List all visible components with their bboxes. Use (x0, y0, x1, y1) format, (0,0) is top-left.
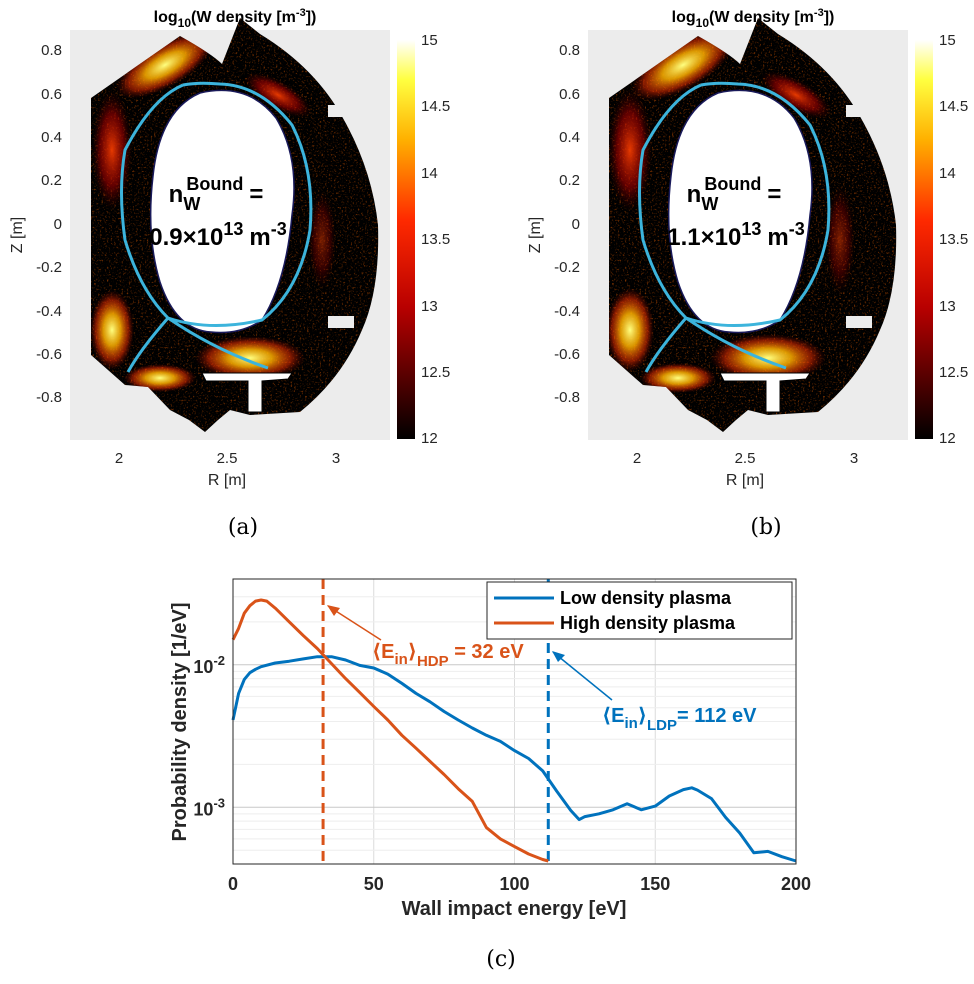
panel-a-cbar-tick: 13.5 (421, 231, 450, 248)
panel-a-nw-annotation: nWBound = (169, 174, 264, 214)
panel-a-cbar-tick: 12.5 (421, 364, 450, 381)
panel-c-annotation-hdp-text: ⟨Ein⟩HDP = 32 eV (372, 641, 524, 670)
panel-c-legend: Low density plasma High density plasma (486, 581, 793, 640)
panel-c-legend-box (486, 581, 793, 640)
panel-b-ytick: -0.8 (554, 389, 580, 406)
panel-b-heatmap (609, 18, 897, 432)
panel-b-cbar-tick: 14.5 (939, 98, 968, 115)
panel-b-ytick: -0.6 (554, 346, 580, 363)
panel-c-xtick: 0 (228, 874, 238, 894)
panel-a-separatrix (120, 81, 313, 373)
panel-c-series-ldp (231, 655, 797, 863)
panel-c-xticks: 0 50 100 150 200 (228, 874, 811, 894)
panel-c-annotation-hdp: ⟨Ein⟩HDP = 32 eV (327, 605, 524, 670)
panel-c-xtick: 150 (640, 874, 670, 894)
panel-b-ytick: 0.4 (559, 129, 580, 146)
panel-c-ylabel: Probability density [1/eV] (169, 603, 191, 842)
panel-b-xtick: 2.5 (735, 450, 756, 467)
panel-c: 0 50 100 150 200 10-2 10-3 Wall impact e… (169, 578, 811, 972)
panel-b-ytick: 0.8 (559, 42, 580, 59)
panel-b: log10(W density [m-3]) nWBound = 1.1×1013… (527, 7, 968, 540)
panel-a-ytick: 0.8 (41, 42, 62, 59)
panel-b-colorbar-ticks: 15 14.5 14 13.5 13 12.5 12 (939, 32, 968, 447)
panel-a-xlabel: R [m] (208, 472, 246, 489)
panel-b-xticks: 2 2.5 3 (633, 450, 858, 467)
panel-c-xtick: 100 (499, 874, 529, 894)
panel-c-legend-hdp: High density plasma (560, 613, 736, 633)
panel-a-cbar-tick: 14 (421, 165, 438, 182)
panel-a-colorbar-ticks: 15 14.5 14 13.5 13 12.5 12 (421, 32, 450, 447)
panel-a-xticks: 2 2.5 3 (115, 450, 340, 467)
panel-a-xtick: 2.5 (217, 450, 238, 467)
panel-a-ytick: 0.4 (41, 129, 62, 146)
panel-c-axes-frame (232, 578, 797, 865)
panel-a-ytick: -0.2 (36, 259, 62, 276)
panel-a-title: log10(W density [m-3]) (154, 7, 317, 30)
panel-c-series-hdp (231, 598, 549, 863)
panel-b-nw-annotation: nWBound = (687, 174, 782, 214)
panel-b-ytick: 0 (572, 216, 580, 233)
panel-c-xtick: 200 (781, 874, 811, 894)
panel-a-cbar-tick: 15 (421, 32, 438, 49)
panel-a-xtick: 2 (115, 450, 123, 467)
panel-a-colorbar (397, 40, 415, 439)
panel-a-ytick: 0.6 (41, 86, 62, 103)
panel-b-yticks: 0.8 0.6 0.4 0.2 0 -0.2 -0.4 -0.6 -0.8 (554, 42, 580, 406)
panel-b-ytick: 0.2 (559, 172, 580, 189)
panel-c-annotation-ldp: ⟨Ein⟩LDP= 112 eV (552, 651, 757, 734)
panel-a-cbar-tick: 12 (421, 430, 438, 447)
panel-b-ytick: -0.2 (554, 259, 580, 276)
panel-b-cbar-tick: 13 (939, 298, 956, 315)
panel-b-ylabel: Z [m] (527, 217, 544, 253)
panel-b-ytick: -0.4 (554, 303, 580, 320)
panel-c-xlabel: Wall impact energy [eV] (402, 898, 627, 920)
panel-c-caption: (c) (486, 947, 516, 972)
panel-b-cbar-tick: 15 (939, 32, 956, 49)
panel-a-yticks: 0.8 0.6 0.4 0.2 0 -0.2 -0.4 -0.6 -0.8 (36, 42, 62, 406)
panel-a-heatmap (91, 18, 379, 432)
panel-b-cbar-tick: 13.5 (939, 231, 968, 248)
panel-a-ytick: -0.6 (36, 346, 62, 363)
panel-c-xtick: 50 (364, 874, 384, 894)
panel-a-ytick: 0.2 (41, 172, 62, 189)
panel-b-xtick: 3 (850, 450, 858, 467)
panel-b-colorbar (915, 40, 933, 439)
panel-b-nw-value: 1.1×1013 m-3 (667, 219, 804, 251)
panel-c-series (231, 598, 797, 863)
panel-a-ylabel: Z [m] (9, 217, 26, 253)
panel-a-xtick: 3 (332, 450, 340, 467)
panel-a-cbar-tick: 14.5 (421, 98, 450, 115)
panel-a-nw-value: 0.9×1013 m-3 (149, 219, 286, 251)
panel-b-cbar-tick: 12.5 (939, 364, 968, 381)
panel-c-legend-ldp: Low density plasma (560, 588, 732, 608)
panel-a: log10(W density [m-3]) nWBound = 0.9×1013… (9, 7, 450, 540)
panel-a-ytick: -0.8 (36, 389, 62, 406)
panel-a-ytick: -0.4 (36, 303, 62, 320)
panel-a-caption: (a) (228, 515, 258, 540)
panel-c-ytick: 10-2 (193, 653, 225, 677)
panel-b-title: log10(W density [m-3]) (672, 7, 835, 30)
panel-a-cbar-tick: 13 (421, 298, 438, 315)
panel-a-ytick: 0 (54, 216, 62, 233)
panel-c-ytick: 10-3 (193, 795, 225, 819)
panel-c-annotation-ldp-text: ⟨Ein⟩LDP= 112 eV (602, 705, 757, 734)
panel-b-caption: (b) (750, 515, 781, 540)
panel-b-cbar-tick: 12 (939, 430, 956, 447)
panel-b-cbar-tick: 14 (939, 165, 956, 182)
panel-b-xlabel: R [m] (726, 472, 764, 489)
panel-b-separatrix (638, 81, 831, 373)
panel-b-ytick: 0.6 (559, 86, 580, 103)
panel-b-xtick: 2 (633, 450, 641, 467)
